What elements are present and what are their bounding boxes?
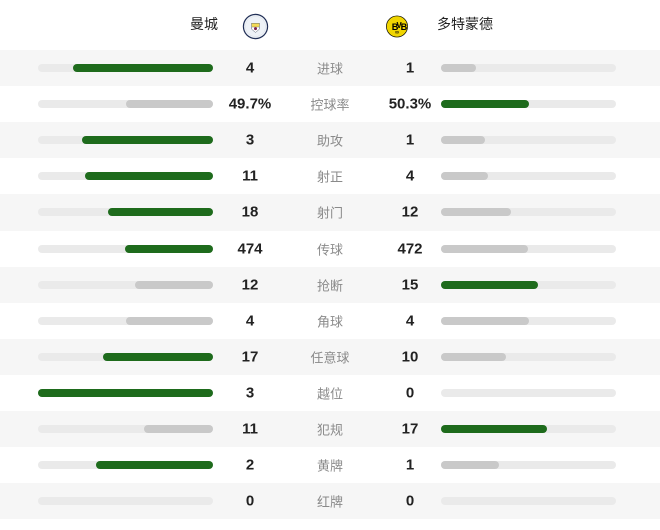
svg-text:09: 09: [395, 30, 399, 34]
svg-text:B: B: [401, 22, 408, 32]
